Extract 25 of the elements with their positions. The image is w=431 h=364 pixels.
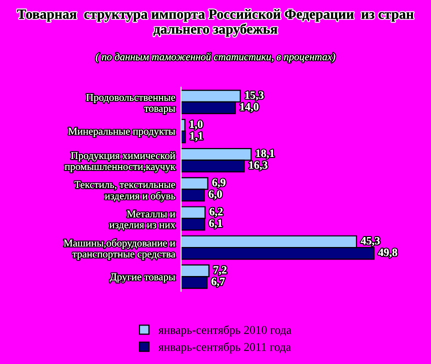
data-label: 1,1 <box>190 132 203 142</box>
data-label: 6,0 <box>208 190 222 200</box>
legend-label: январь-сентябрь 2011 года <box>158 342 291 354</box>
y-tick-label: Продовольственные товары <box>86 94 176 114</box>
data-label: 7,2 <box>214 266 226 276</box>
y-tick-label: Металлы и изделия из них <box>109 210 176 230</box>
data-label: 49,8 <box>378 248 398 258</box>
data-label: 6,2 <box>210 208 223 217</box>
data-label: 16,3 <box>249 161 268 170</box>
chart-subtitle: ( по данным таможенной статистики, в процентах) <box>96 52 336 62</box>
data-label: 15,3 <box>245 91 264 100</box>
data-label: 14,0 <box>240 103 258 112</box>
y-tick-label: Минеральные продукты <box>68 128 176 137</box>
y-tick-label: Текстиль, текстильные изделия и обувь <box>74 181 176 202</box>
y-tick-label: Машины,оборудование и транспортные средства <box>64 239 176 260</box>
data-label: 6,7 <box>212 278 225 287</box>
chart-title: Товарная структура импорта Российской Федерации из стран дальнего зарубежья <box>17 9 414 37</box>
y-tick-label: Другие товары <box>110 273 176 282</box>
y-tick-label: Продукция химической промышленности,каучук <box>64 152 176 172</box>
data-label: 18,1 <box>256 150 274 159</box>
data-label: 45,3 <box>360 237 380 246</box>
data-label: 6,1 <box>209 220 222 229</box>
legend-label: январь-сентябрь 2010 года <box>158 325 292 336</box>
data-label: 1,0 <box>190 120 203 130</box>
data-label: 6,9 <box>212 178 226 188</box>
